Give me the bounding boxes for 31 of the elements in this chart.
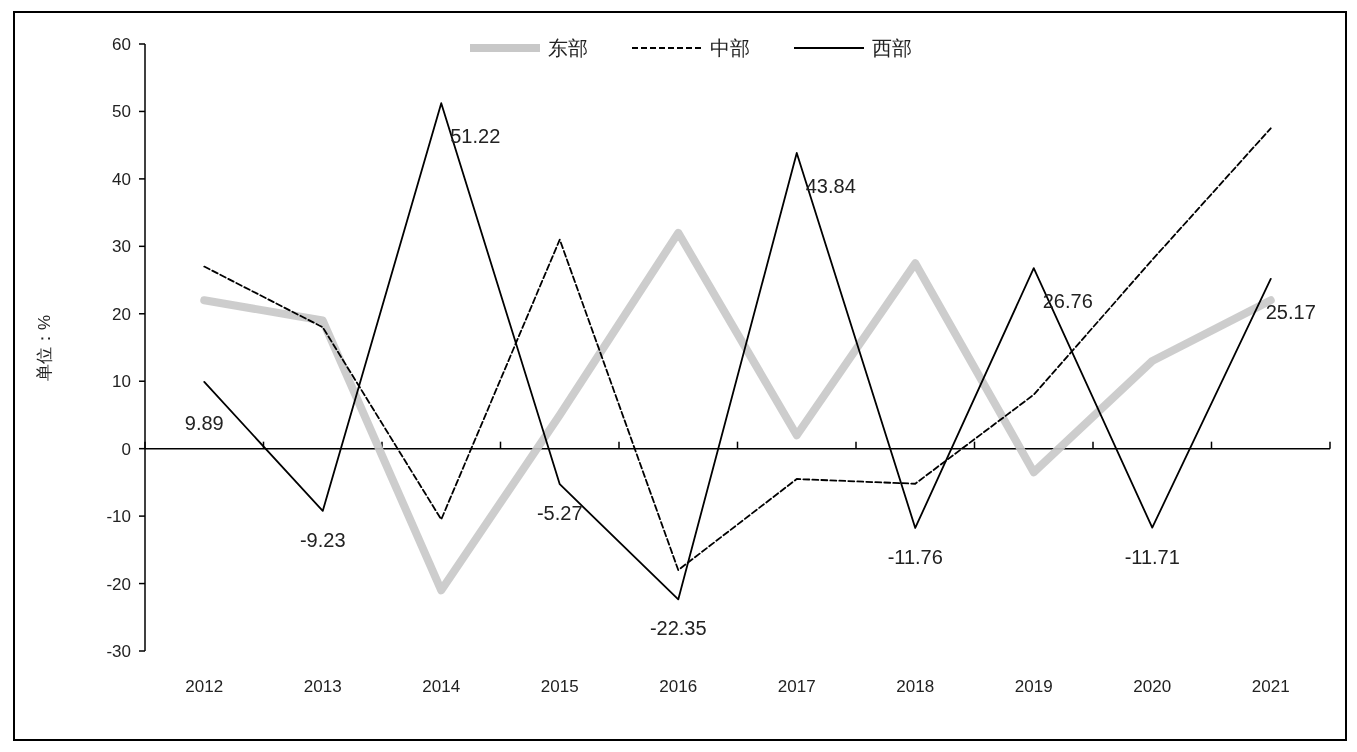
y-axis-title: 单位：%	[35, 314, 54, 382]
data-label: -22.35	[649, 617, 707, 640]
x-tick-label: 2015	[540, 677, 579, 696]
x-tick-label: 2021	[1251, 677, 1290, 696]
data-label: -11.71	[1124, 545, 1180, 568]
legend-label: 中部	[710, 37, 750, 59]
data-label: -11.76	[887, 545, 943, 568]
legend-label: 东部	[548, 37, 588, 59]
x-tick-label: 2014	[422, 677, 461, 696]
y-tick-label: 60	[112, 35, 131, 54]
y-tick-label: 50	[112, 102, 131, 122]
y-tick-label: 10	[112, 372, 131, 392]
y-tick-label: -10	[106, 507, 131, 527]
data-label: -5.27	[536, 502, 583, 525]
y-tick-label: 40	[112, 169, 131, 189]
y-tick-label: 30	[112, 237, 131, 257]
data-label: 25.17	[1265, 300, 1316, 323]
x-tick-label: 2012	[185, 677, 224, 696]
y-tick-label: 0	[121, 439, 131, 459]
x-tick-label: 2018	[896, 677, 935, 696]
x-tick-label: 2020	[1133, 677, 1172, 696]
y-tick-label: -20	[106, 574, 131, 594]
x-tick-label: 2016	[659, 677, 698, 696]
x-tick-label: 2013	[303, 677, 342, 696]
data-label: -9.23	[299, 528, 346, 551]
y-tick-label: 20	[112, 304, 131, 324]
legend-label: 西部	[872, 37, 912, 59]
x-tick-label: 2019	[1014, 677, 1053, 696]
x-tick-label: 2017	[777, 677, 816, 696]
y-tick-label: -30	[106, 642, 131, 661]
data-label: 9.89	[184, 411, 224, 434]
